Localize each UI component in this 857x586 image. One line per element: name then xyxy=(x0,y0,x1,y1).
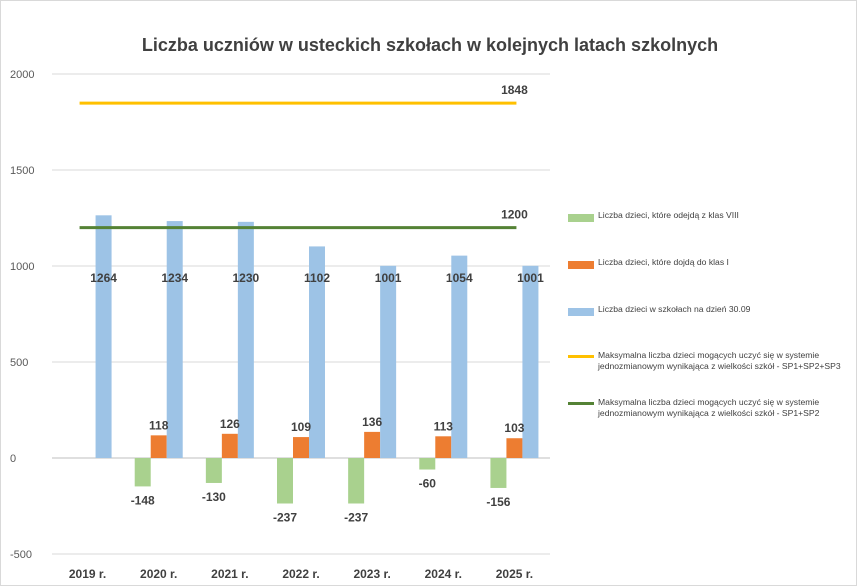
data-label: -237 xyxy=(273,511,297,525)
legend-label: Liczba dzieci, które odejdą z klas VIII xyxy=(598,210,739,220)
bar xyxy=(348,458,365,504)
data-label: -130 xyxy=(202,490,226,504)
legend-label: Maksymalna liczba dzieci mogących uczyć … xyxy=(598,350,841,371)
data-label: 1054 xyxy=(446,271,473,285)
data-label: -60 xyxy=(419,477,437,491)
data-label: 113 xyxy=(434,419,454,433)
data-label: 1264 xyxy=(90,271,117,285)
data-label: 1001 xyxy=(375,271,402,285)
y-tick-label: -500 xyxy=(10,549,32,561)
bar xyxy=(150,435,167,458)
y-tick-label: 1000 xyxy=(10,261,34,273)
y-tick-label: 1500 xyxy=(10,165,34,177)
legend-swatch xyxy=(568,261,594,269)
data-label: -148 xyxy=(131,493,155,507)
x-tick-label: 2020 r. xyxy=(140,567,177,581)
bar xyxy=(166,221,183,458)
chart-title: Liczba uczniów w ustecki​ch szkołach w k… xyxy=(142,35,718,55)
legend-item-total: Liczba dzieci w szkołach na dzień 30.09 xyxy=(568,304,750,316)
bar xyxy=(95,215,112,458)
x-tick-label: 2025 r. xyxy=(496,567,533,581)
data-label: 1102 xyxy=(304,271,330,285)
bar xyxy=(522,265,539,458)
data-label: -156 xyxy=(486,495,510,509)
bar xyxy=(380,265,397,458)
data-label: -237 xyxy=(344,511,368,525)
data-label: 103 xyxy=(504,421,524,435)
x-tick-label: 2022 r. xyxy=(282,567,319,581)
bar xyxy=(277,458,293,504)
data-label: 1001 xyxy=(517,271,544,285)
line-label: 1200 xyxy=(501,208,528,222)
data-label: 1234 xyxy=(161,271,188,285)
legend-label: Liczba dzieci, które dojdą do klas I xyxy=(598,257,729,267)
data-label: 136 xyxy=(362,415,382,429)
data-label: 118 xyxy=(149,418,169,432)
legend-label: Liczba dzieci w szkołach na dzień 30.09 xyxy=(598,304,751,314)
legend-swatch xyxy=(568,402,594,405)
bar xyxy=(490,458,507,488)
data-label: 1230 xyxy=(233,271,260,285)
legend-item-max-sp123: Maksymalna liczba dzieci mogących uczyć … xyxy=(568,350,853,372)
legend-swatch xyxy=(568,355,594,358)
line-label: 1848 xyxy=(501,83,528,97)
legend-swatch xyxy=(568,308,594,316)
data-label: 126 xyxy=(220,417,240,431)
legend-item-leaving: Liczba dzieci, które odejdą z klas VIII xyxy=(568,210,739,222)
bar xyxy=(364,431,381,458)
x-tick-label: 2019 r. xyxy=(69,567,106,581)
y-tick-label: 2000 xyxy=(10,69,34,81)
legend-label: Maksymalna liczba dzieci mogących uczyć … xyxy=(598,397,820,418)
bar xyxy=(221,433,238,458)
x-tick-label: 2021 r. xyxy=(211,567,248,581)
bar xyxy=(237,221,254,458)
y-tick-label: 500 xyxy=(10,357,28,369)
x-tick-label: 2023 r. xyxy=(353,567,390,581)
legend-item-max-sp12: Maksymalna liczba dzieci mogących uczyć … xyxy=(568,397,853,419)
bar xyxy=(134,458,151,487)
bar xyxy=(435,436,452,458)
y-tick-label: 0 xyxy=(10,453,16,465)
x-tick-label: 2024 r. xyxy=(425,567,462,581)
bar xyxy=(419,458,436,470)
bar xyxy=(205,458,222,483)
data-label: 109 xyxy=(291,420,311,434)
legend-swatch xyxy=(568,214,594,222)
bar xyxy=(293,437,309,458)
bar xyxy=(309,246,325,458)
bar xyxy=(451,255,468,458)
bar xyxy=(506,438,523,458)
legend-item-joining: Liczba dzieci, które dojdą do klas I xyxy=(568,257,729,269)
